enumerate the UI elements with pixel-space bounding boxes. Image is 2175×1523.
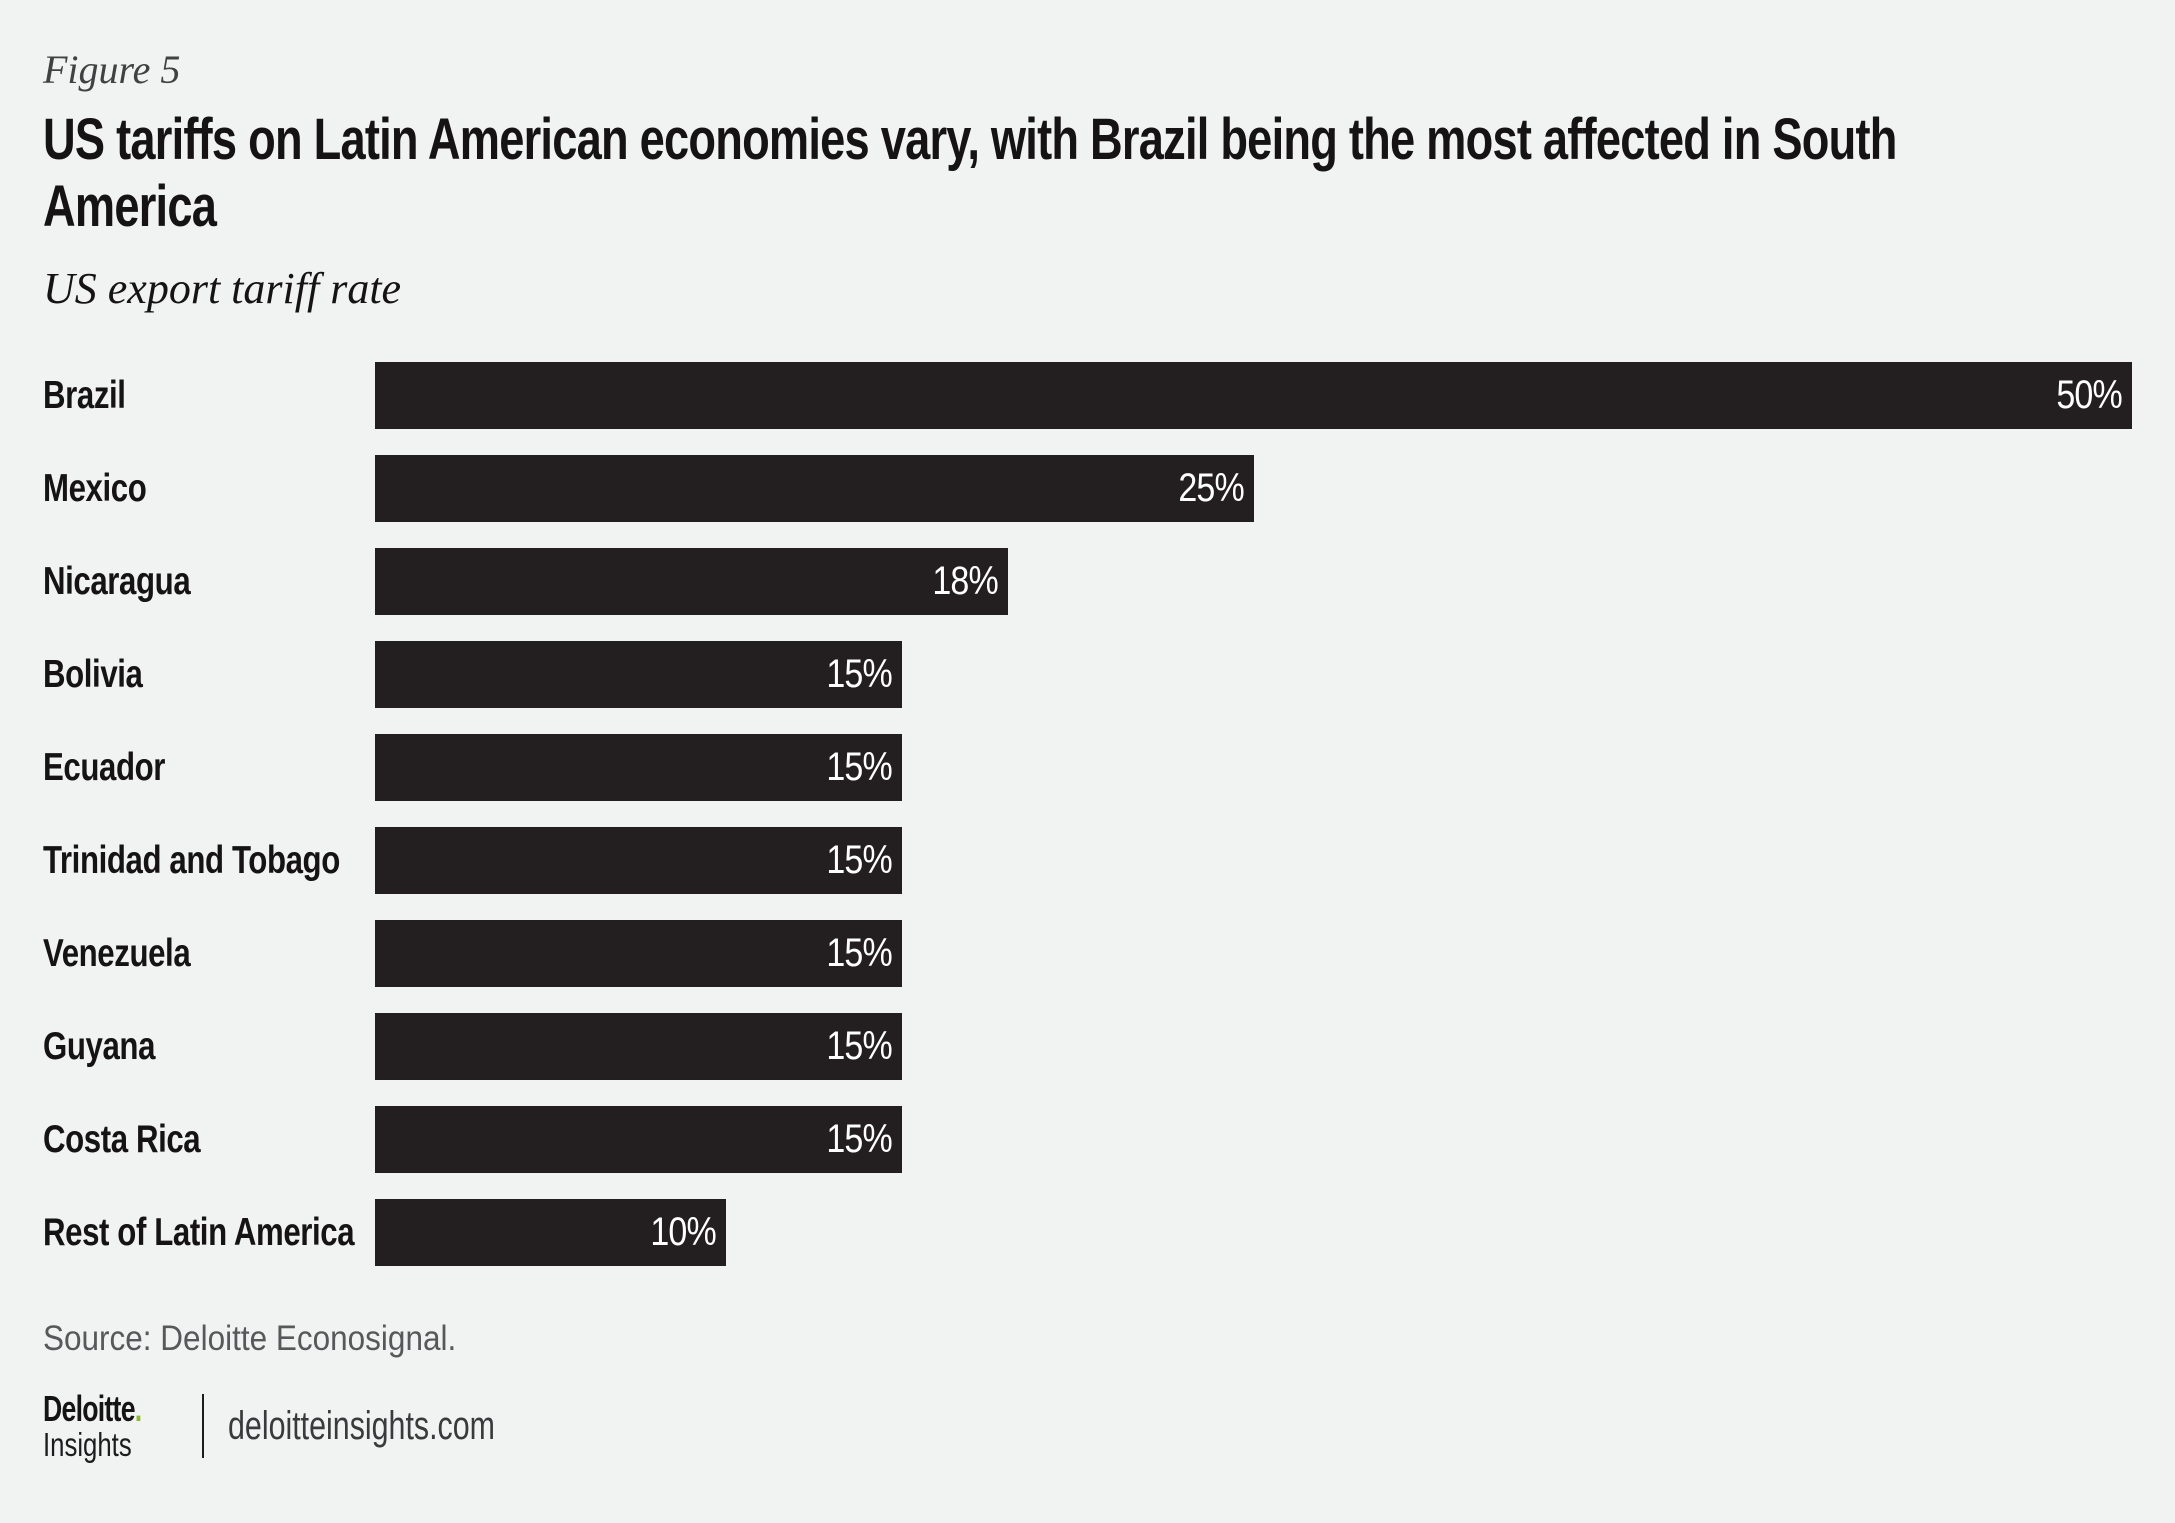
bar-category-label: Rest of Latin America xyxy=(43,1210,355,1254)
deloitte-wordmark: Deloitte. xyxy=(43,1390,176,1428)
bar-row: Costa Rica 15% xyxy=(43,1106,2135,1173)
bar: 15% xyxy=(375,734,902,801)
bar-category-label: Ecuador xyxy=(43,745,166,789)
bar-value-label: 15% xyxy=(826,931,892,975)
page-title-line-1: US tariffs on Latin American economies v… xyxy=(43,107,1897,172)
deloitteinsights-url: deloitteinsights.com xyxy=(228,1403,496,1448)
insights-wordmark: Insights xyxy=(43,1426,132,1463)
bar: 15% xyxy=(375,920,902,987)
source-note-text: Source: Deloitte Econosignal. xyxy=(43,1319,457,1358)
bar-category-label: Nicaragua xyxy=(43,559,191,603)
bar-category-label: Costa Rica xyxy=(43,1117,201,1161)
bar-category-label: Venezuela xyxy=(43,931,191,975)
logo-divider-line xyxy=(202,1394,205,1458)
bar-value-label: 50% xyxy=(2056,373,2122,417)
bar-row: Brazil 50% xyxy=(43,362,2135,429)
bar-value-label: 15% xyxy=(826,1024,892,1068)
bar-value-label: 15% xyxy=(826,652,892,696)
bar-row: Trinidad and Tobago 15% xyxy=(43,827,2135,894)
bar: 15% xyxy=(375,1106,902,1173)
bar-category-label: Guyana xyxy=(43,1024,156,1068)
bar: 50% xyxy=(375,362,2132,429)
bar-category-label: Trinidad and Tobago xyxy=(43,838,340,882)
chart-subtitle: US export tariff rate xyxy=(43,264,402,313)
deloitte-wordmark-text: Deloitte xyxy=(43,1388,136,1429)
bar-value-label: 25% xyxy=(1178,466,1244,510)
deloitte-insights-logo: Deloitte. Insights xyxy=(43,1390,176,1462)
bar: 15% xyxy=(375,827,902,894)
page-title-line-2: America xyxy=(43,174,217,239)
bar-category-label: Brazil xyxy=(43,373,126,417)
bar-value-label: 15% xyxy=(826,1117,892,1161)
source-note: Source: Deloitte Econosignal. xyxy=(43,1318,2135,1360)
bar: 25% xyxy=(375,455,1254,522)
bar-category-label: Mexico xyxy=(43,466,147,510)
bar: 15% xyxy=(375,1013,902,1080)
page-title: US tariffs on Latin American economies v… xyxy=(43,106,2135,240)
bar-row: Nicaragua 18% xyxy=(43,548,2135,615)
bar-row: Guyana 15% xyxy=(43,1013,2135,1080)
bar-value-label: 10% xyxy=(650,1210,716,1254)
bar-value-label: 15% xyxy=(826,745,892,789)
bar: 18% xyxy=(375,548,1008,615)
deloitte-insights-footer: Deloitte. Insights deloitteinsights.com xyxy=(43,1390,2135,1462)
bar-value-label: 15% xyxy=(826,838,892,882)
bar-chart: Brazil 50% Mexico 25% Nicaragua 18% Bolivia 15%… xyxy=(43,362,2135,1266)
bar-category-label: Bolivia xyxy=(43,652,143,696)
bar: 15% xyxy=(375,641,902,708)
bar-row: Rest of Latin America 10% xyxy=(43,1199,2135,1266)
bar-row: Mexico 25% xyxy=(43,455,2135,522)
bar-row: Venezuela 15% xyxy=(43,920,2135,987)
bar: 10% xyxy=(375,1199,726,1266)
figure-label: Figure 5 xyxy=(43,47,181,92)
deloitte-green-dot: . xyxy=(134,1388,142,1429)
bar-value-label: 18% xyxy=(932,559,998,603)
bar-row: Bolivia 15% xyxy=(43,641,2135,708)
bar-row: Ecuador 15% xyxy=(43,734,2135,801)
